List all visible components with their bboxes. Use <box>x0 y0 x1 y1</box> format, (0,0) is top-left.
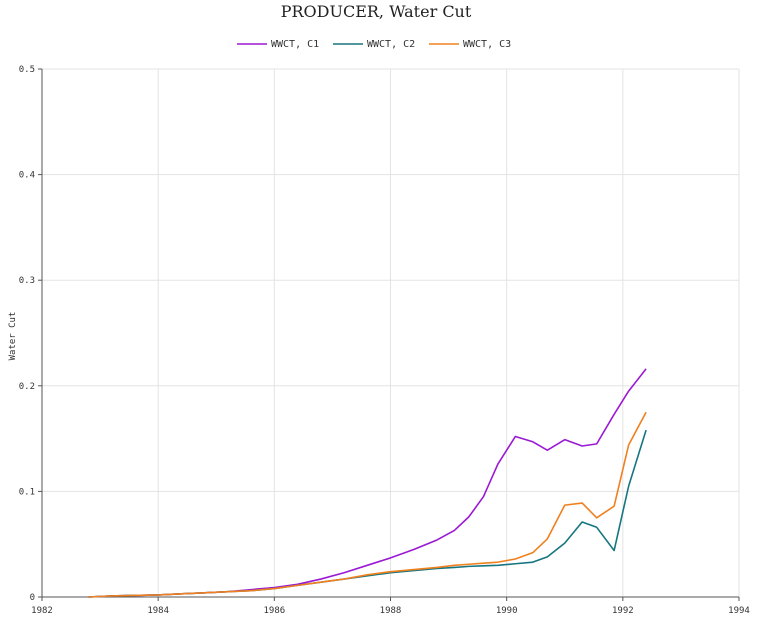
legend-item-1: WWCT, C1 <box>237 39 319 50</box>
series-lines <box>88 368 647 598</box>
x-tick-label: 1994 <box>728 606 750 616</box>
x-tick-label: 1984 <box>147 606 169 616</box>
y-tick-label: 0.4 <box>19 171 35 181</box>
y-tick-label: 0.2 <box>19 382 35 392</box>
x-tick-label: 1990 <box>496 606 518 616</box>
y-tick-label: 0.5 <box>19 65 35 75</box>
legend-item-3: WWCT, C3 <box>429 39 511 50</box>
series-line-1 <box>88 368 647 598</box>
series-line-3 <box>88 411 647 598</box>
x-tick-label: 1992 <box>612 606 634 616</box>
chart-legend: WWCT, C1 WWCT, C2 WWCT, C3 <box>237 39 511 50</box>
y-tick-label: 0.3 <box>19 276 35 286</box>
chart-title: PRODUCER, Water Cut <box>281 2 472 21</box>
legend-label: WWCT, C1 <box>271 39 319 50</box>
x-tick-label: 1986 <box>263 606 285 616</box>
y-tick-label: 0 <box>30 593 35 603</box>
y-axis-label: Water Cut <box>8 312 18 361</box>
y-tick-label: 0.1 <box>19 487 35 497</box>
x-tick-label: 1982 <box>31 606 53 616</box>
axes: 1982 1984 1986 1988 1990 1992 1994 0 0.1 0.2 0.3 0.… <box>19 65 750 616</box>
legend-label: WWCT, C2 <box>367 39 415 50</box>
grid-lines <box>42 68 740 597</box>
series-line-2 <box>88 429 647 598</box>
legend-label: WWCT, C3 <box>463 39 511 50</box>
x-tick-label: 1988 <box>380 606 402 616</box>
legend-item-2: WWCT, C2 <box>333 39 415 50</box>
